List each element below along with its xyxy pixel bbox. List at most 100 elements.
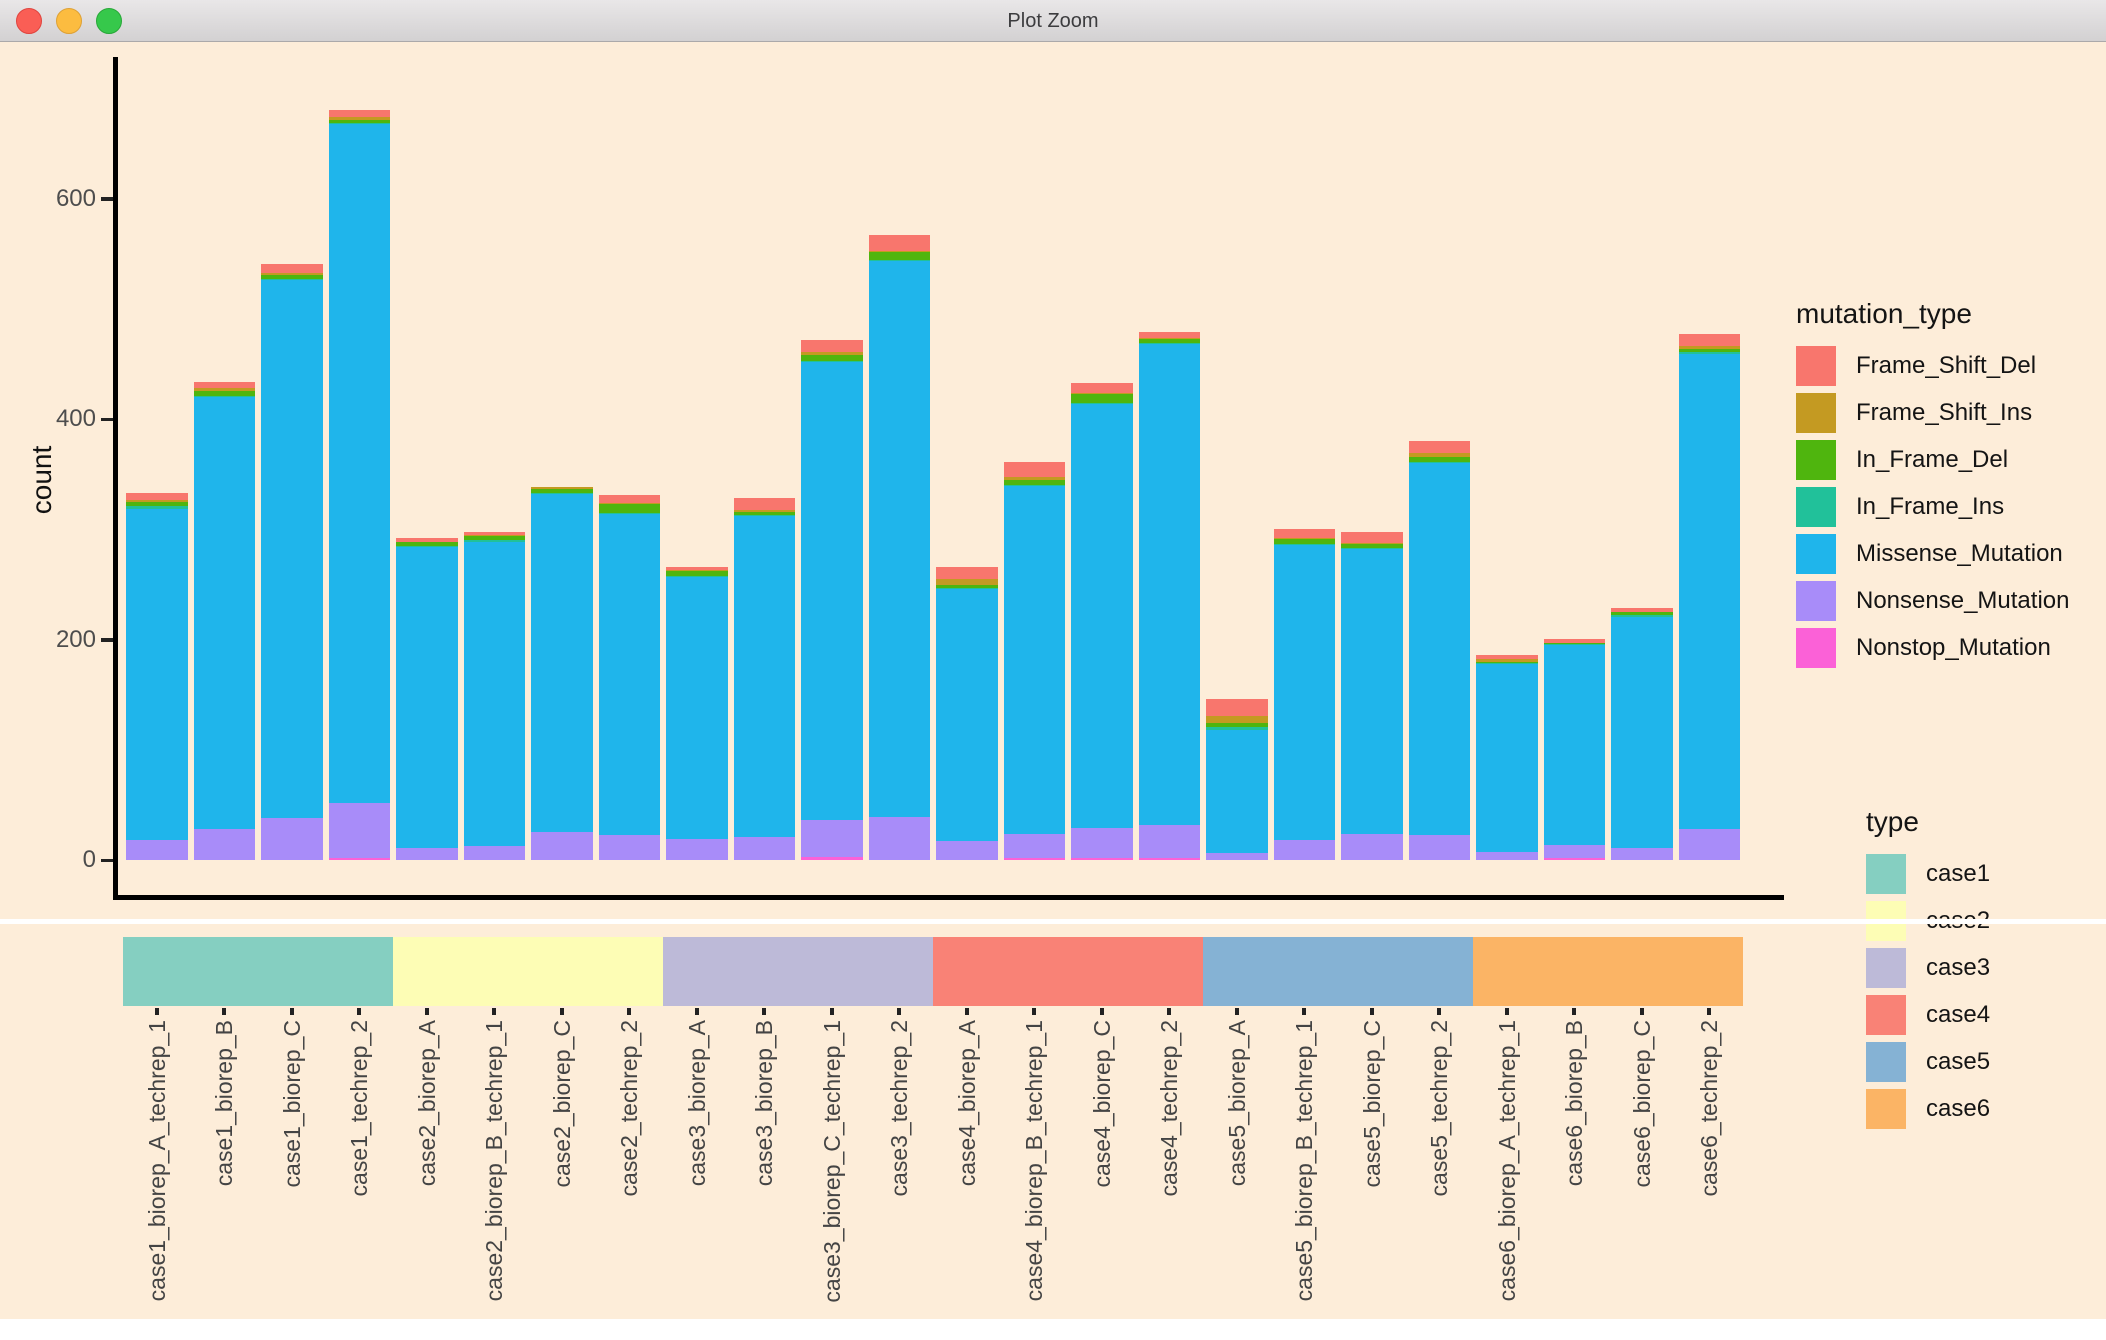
segment-Frame_Shift_Del [666,566,728,571]
y-axis-tick [101,858,113,862]
x-axis-tick [1437,1008,1442,1015]
close-window-button[interactable] [16,8,42,34]
segment-Nonstop_Mutation [801,856,863,860]
y-axis-tick [101,417,113,422]
segment-Missense_Mutation [396,547,458,848]
legend-item-Missense_Mutation: Missense_Mutation [1796,534,2069,574]
x-axis-label: case3_biorep_C_techrep_1 [818,1020,845,1303]
legend-item-Nonstop_Mutation: Nonstop_Mutation [1796,628,2069,668]
segment-In_Frame_Ins [328,122,390,125]
annotation-strip-case1 [123,937,393,1006]
segment-Frame_Shift_Del [1476,655,1538,660]
fullscreen-window-button[interactable] [96,8,122,34]
segment-Frame_Shift_Ins [801,352,863,356]
segment-Missense_Mutation [1003,486,1065,834]
segment-Missense_Mutation [868,260,930,817]
segment-In_Frame_Del [666,571,728,576]
segment-Frame_Shift_Ins [868,250,930,252]
x-axis-tick [1032,1008,1037,1015]
segment-In_Frame_Del [1408,456,1470,463]
legend-item-label: In_Frame_Ins [1856,493,2005,520]
segment-Frame_Shift_Ins [328,117,390,120]
segment-Frame_Shift_Del [1206,699,1268,716]
segment-Missense_Mutation [1543,645,1605,845]
bar-case1_biorep_A_techrep_1 [126,493,188,860]
legend-item-label: Frame_Shift_Ins [1856,399,2033,426]
legend-item-label: Frame_Shift_Del [1856,352,2037,379]
x-axis-tick [1504,1008,1509,1015]
segment-Frame_Shift_Ins [598,503,660,505]
segment-Frame_Shift_Del [1611,607,1673,613]
segment-Nonsense_Mutation [1206,853,1268,860]
segment-Missense_Mutation [1273,544,1335,841]
segment-Frame_Shift_Del [598,495,660,504]
segment-In_Frame_Ins [1273,543,1335,545]
x-axis-label: case1_techrep_2 [346,1020,373,1197]
segment-Nonsense_Mutation [936,841,998,860]
x-axis-tick [1707,1008,1712,1015]
x-axis-tick [289,1008,294,1015]
x-axis-label: case2_techrep_2 [616,1020,643,1197]
bar-case3_techrep_2 [868,235,930,860]
panel-separator-line [0,919,2106,924]
segment-In_Frame_Del [1678,348,1740,353]
legend-item-In_Frame_Del: In_Frame_Del [1796,440,2069,480]
x-axis-tick [1234,1008,1239,1015]
legend-color-swatch [1796,346,1836,386]
legend-color-swatch [1866,948,1906,988]
legend-item-case1: case1 [1866,854,1990,894]
segment-In_Frame_Ins [868,259,930,261]
segment-Frame_Shift_Ins [1476,659,1538,662]
segment-Nonsense_Mutation [1341,833,1403,860]
bar-case5_biorep_C [1341,531,1403,860]
segment-Nonsense_Mutation [1678,829,1740,860]
x-axis-label: case6_biorep_A_techrep_1 [1493,1020,1520,1302]
y-axis-tick-label: 600 [55,184,96,212]
bar-case2_biorep_C [531,486,593,860]
bar-case4_biorep_B_techrep_1 [1003,462,1065,860]
segment-Nonsense_Mutation [1003,833,1065,858]
segment-Nonsense_Mutation [126,840,188,860]
annotation-strip-case4 [933,937,1203,1006]
segment-Frame_Shift_Ins [531,486,593,489]
bar-case4_biorep_C [1071,382,1133,860]
segment-In_Frame_Ins [1678,352,1740,355]
bar-case5_biorep_B_techrep_1 [1273,529,1335,860]
x-axis-tick [1639,1008,1644,1015]
segment-In_Frame_Del [868,251,930,260]
segment-In_Frame_Del [193,390,255,397]
bar-case4_techrep_2 [1138,332,1200,860]
window-titlebar[interactable]: Plot Zoom [0,0,2106,42]
segment-Frame_Shift_Del [1678,334,1740,346]
bar-case1_biorep_B [193,381,255,860]
segment-Nonsense_Mutation [1476,852,1538,860]
bar-case3_biorep_A [666,566,728,860]
minimize-window-button[interactable] [56,8,82,34]
segment-Missense_Mutation [1476,663,1538,853]
segment-In_Frame_Ins [1476,662,1538,664]
segment-Nonsense_Mutation [463,845,525,860]
legend-color-swatch [1796,581,1836,621]
legend-item-case6: case6 [1866,1089,1990,1129]
segment-In_Frame_Del [598,504,660,513]
segment-Missense_Mutation [126,508,188,841]
segment-In_Frame_Del [1003,479,1065,486]
y-axis-tick-label: 200 [55,625,96,653]
segment-In_Frame_Ins [598,512,660,515]
legend-item-label: case4 [1926,1001,1991,1028]
x-axis-label: case4_techrep_2 [1156,1020,1183,1197]
legend-color-swatch [1796,628,1836,668]
annotation-strip-case2 [393,937,663,1006]
legend-color-swatch [1866,995,1906,1035]
x-axis-label: case3_biorep_B [751,1020,778,1187]
legend-item-label: Nonsense_Mutation [1856,587,2070,614]
bar-case2_techrep_2 [598,495,660,860]
x-axis-label: case5_biorep_A [1223,1020,1250,1187]
segment-Missense_Mutation [1678,354,1740,830]
x-axis-tick [762,1008,767,1015]
legend-item-label: Missense_Mutation [1856,540,2063,567]
segment-Nonstop_Mutation [328,857,390,860]
segment-Nonsense_Mutation [801,820,863,857]
legend-color-swatch [1796,487,1836,527]
segment-Frame_Shift_Ins [666,570,728,572]
